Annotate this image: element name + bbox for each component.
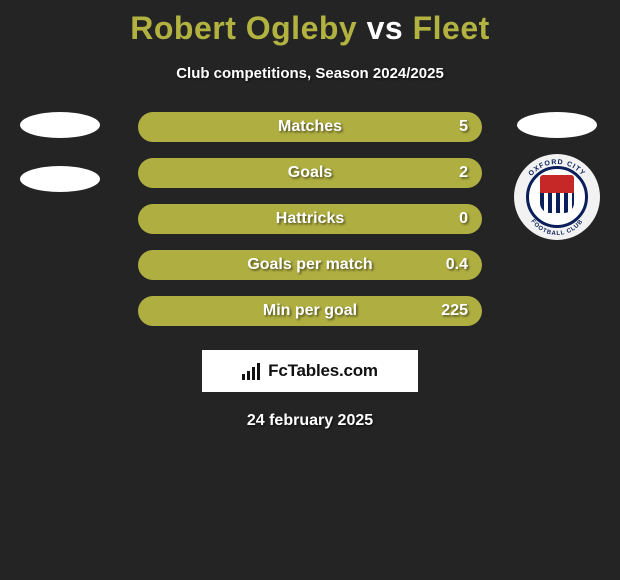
stat-bar: Hattricks 0 xyxy=(138,204,482,234)
stat-value: 5 xyxy=(459,118,468,136)
vs-text: vs xyxy=(367,10,404,46)
stat-value: 0 xyxy=(459,210,468,228)
left-ellipse-placeholder xyxy=(20,112,100,138)
footer-date: 24 february 2025 xyxy=(0,412,620,430)
stat-value: 225 xyxy=(441,302,468,320)
stat-bar: Min per goal 225 xyxy=(138,296,482,326)
stat-label: Min per goal xyxy=(263,302,357,320)
crest-bottom xyxy=(540,193,574,213)
stat-value: 0.4 xyxy=(446,256,468,274)
opponent-name: Fleet xyxy=(413,10,490,46)
subtitle: Club competitions, Season 2024/2025 xyxy=(0,65,620,82)
stat-value: 2 xyxy=(459,164,468,182)
badge-crest xyxy=(526,166,588,228)
left-ellipse-placeholder xyxy=(20,166,100,192)
player-name: Robert Ogleby xyxy=(130,10,357,46)
crest-top xyxy=(540,175,574,193)
stat-label: Matches xyxy=(278,118,342,136)
right-ellipse-placeholder xyxy=(517,112,597,138)
stat-label: Hattricks xyxy=(276,210,344,228)
stat-bar: Matches 5 xyxy=(138,112,482,142)
bar-chart-icon xyxy=(242,362,264,380)
club-badge: OXFORD CITY FOOTBALL CLUB xyxy=(514,154,600,240)
right-column: OXFORD CITY FOOTBALL CLUB xyxy=(514,112,600,240)
brand-box[interactable]: FcTables.com xyxy=(202,350,418,392)
stat-label: Goals per match xyxy=(247,256,372,274)
left-ellipse-group xyxy=(20,112,100,220)
stat-bar: Goals 2 xyxy=(138,158,482,188)
stat-label: Goals xyxy=(288,164,332,182)
stat-bars: Matches 5 Goals 2 Hattricks 0 Goals per … xyxy=(138,112,482,326)
stats-area: OXFORD CITY FOOTBALL CLUB Matches 5 Goal… xyxy=(0,112,620,430)
brand-text: FcTables.com xyxy=(268,361,378,381)
page-title: Robert Ogleby vs Fleet xyxy=(0,10,620,47)
stat-bar: Goals per match 0.4 xyxy=(138,250,482,280)
